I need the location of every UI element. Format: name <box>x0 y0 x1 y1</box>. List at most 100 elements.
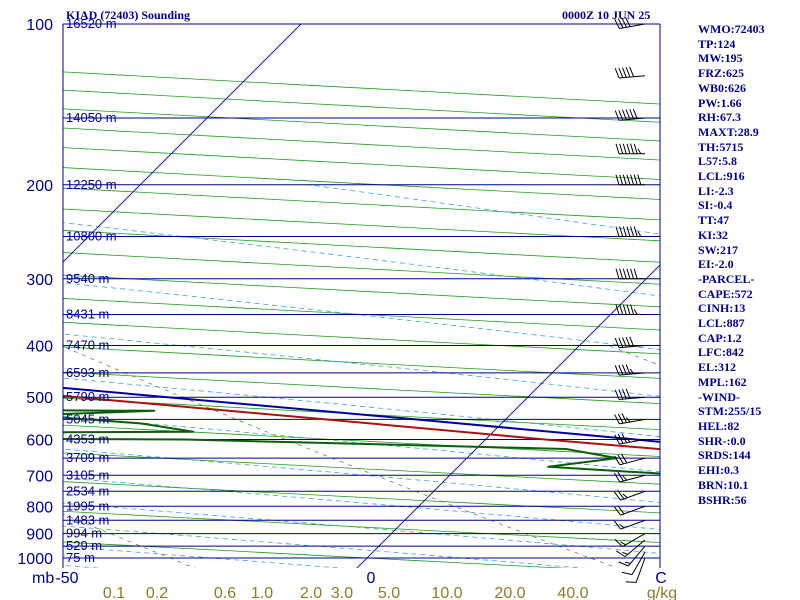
moist-adiabat <box>63 282 660 351</box>
moist-adiabat <box>63 546 345 568</box>
mixing-ratio-label: 20.0 <box>494 585 525 600</box>
wind-barb-feather <box>617 471 624 482</box>
height-label: 1995 m <box>66 498 109 513</box>
sounding-index: CAP:1.2 <box>698 330 742 345</box>
wind-barb <box>614 433 646 445</box>
sounding-index: TH:5715 <box>698 139 744 154</box>
pressure-tick-label: 800 <box>26 499 53 516</box>
wind-barb-feather <box>622 226 627 237</box>
wind-barb-feather <box>620 541 626 546</box>
wind-barb-staff <box>619 345 646 349</box>
moist-adiabat <box>63 448 660 503</box>
wind-barb-feather <box>619 304 624 315</box>
wind-barb-feather <box>622 67 627 78</box>
dry-adiabat <box>63 274 660 308</box>
wind-barb-feather <box>629 368 635 375</box>
height-label: 1483 m <box>66 512 109 527</box>
height-label: 2534 m <box>66 483 109 498</box>
wind-barb <box>615 143 645 155</box>
wind-barb <box>618 545 646 567</box>
wind-barb-staff <box>619 23 646 30</box>
wind-barb-feather <box>622 268 627 279</box>
wind-barb-feather <box>625 417 631 423</box>
wind-barb-feather <box>618 561 629 567</box>
wind-barb-feather <box>617 454 624 465</box>
pressure-tick-label: 900 <box>26 527 53 544</box>
wind-barb-feather <box>624 561 631 564</box>
sounding-index: FRZ:625 <box>698 66 744 81</box>
pressure-tick-label: 1000 <box>17 551 53 568</box>
height-label: 3105 m <box>66 467 109 482</box>
sounding-indices-panel: WMO:72403 TP:124 MW:195 FRZ:625 WB0:626 PW:1.… <box>698 22 798 507</box>
wind-barb <box>614 364 646 376</box>
sounding-index: CAPE:572 <box>698 286 753 301</box>
dry-adiabat <box>63 208 660 242</box>
moist-adiabat <box>63 377 660 438</box>
wind-barb-feather <box>619 143 624 154</box>
wind-barb-feather <box>626 304 631 315</box>
wind-barb-feather <box>614 414 620 425</box>
moist-adiabat <box>63 415 660 473</box>
height-label: 3709 m <box>66 450 109 465</box>
wind-barb-staff <box>620 505 646 516</box>
parcel-profile-line <box>63 386 660 443</box>
moist-adiabat <box>63 477 660 530</box>
wind-barb-feather <box>629 66 635 77</box>
wind-barb <box>613 519 646 530</box>
wind-barb <box>625 557 646 583</box>
wind-barb-feather <box>621 413 628 423</box>
wind-barb-feather <box>637 148 642 155</box>
temperature-profile-line <box>63 394 660 451</box>
wind-barb-feather <box>629 109 635 120</box>
sounding-index: TP:124 <box>698 36 736 51</box>
wind-barb-feather <box>633 143 638 154</box>
mb-label: mb <box>32 570 54 587</box>
wind-barb-feather <box>614 389 620 400</box>
sounding-index: LCL:916 <box>698 169 745 184</box>
wind-barb-feather <box>633 309 638 315</box>
pressure-tick-label: 300 <box>26 272 53 289</box>
mixing-ratio-label: 2.0 <box>300 585 322 600</box>
wind-barb-feather <box>633 268 638 279</box>
wind-barb-feather <box>613 506 621 516</box>
sounding-index: EI:-2.0 <box>698 257 734 272</box>
wind-barb-feather <box>637 231 642 237</box>
wind-barb-staff <box>635 557 646 583</box>
dry-adiabat <box>63 298 660 331</box>
sounding-index: MW:195 <box>698 51 743 66</box>
wind-barb-feather <box>613 520 621 530</box>
wind-barb-feather <box>615 226 620 237</box>
dry-adiabat <box>63 167 660 200</box>
pressure-tick-label: 400 <box>26 339 53 356</box>
wind-barb-staff <box>622 533 646 547</box>
dry-adiabat <box>63 371 660 405</box>
dewpoint-profile-line <box>63 409 660 475</box>
wind-barb-feather <box>632 108 638 119</box>
wind-barb-staff <box>624 539 646 558</box>
mixing-ratio-label: 0.6 <box>214 585 236 600</box>
height-label: 5045 m <box>66 411 109 426</box>
height-label: 12250 m <box>66 177 117 192</box>
wind-barb-feather <box>630 226 635 237</box>
temperature-tick-label: -50 <box>55 570 78 587</box>
wind-barb-feather <box>622 364 627 375</box>
wind-barb-feather <box>629 336 635 347</box>
wind-barb-feather <box>615 143 620 154</box>
sounding-index: SRDS:144 <box>698 448 751 463</box>
wind-barb-feather <box>630 174 635 185</box>
pressure-tick-label: 100 <box>26 17 53 34</box>
dry-adiabat <box>63 346 660 379</box>
wind-barb-feather <box>622 174 627 185</box>
wind-barb-feather <box>622 388 627 400</box>
wind-barb-feather <box>615 268 620 279</box>
dry-adiabat <box>63 424 660 457</box>
sounding-index: SHR-:0.0 <box>698 433 746 448</box>
mixing-ratio-label: 0.2 <box>146 585 168 600</box>
pressure-tick-label: 700 <box>26 468 53 485</box>
temperature-tick-label: C <box>655 570 667 587</box>
moist-adiabat <box>63 333 660 397</box>
sounding-index: SI:-0.4 <box>698 198 733 213</box>
wind-barb-feather <box>618 67 624 78</box>
sounding-index: BSHR:56 <box>698 492 747 507</box>
dry-adiabat <box>63 71 660 105</box>
